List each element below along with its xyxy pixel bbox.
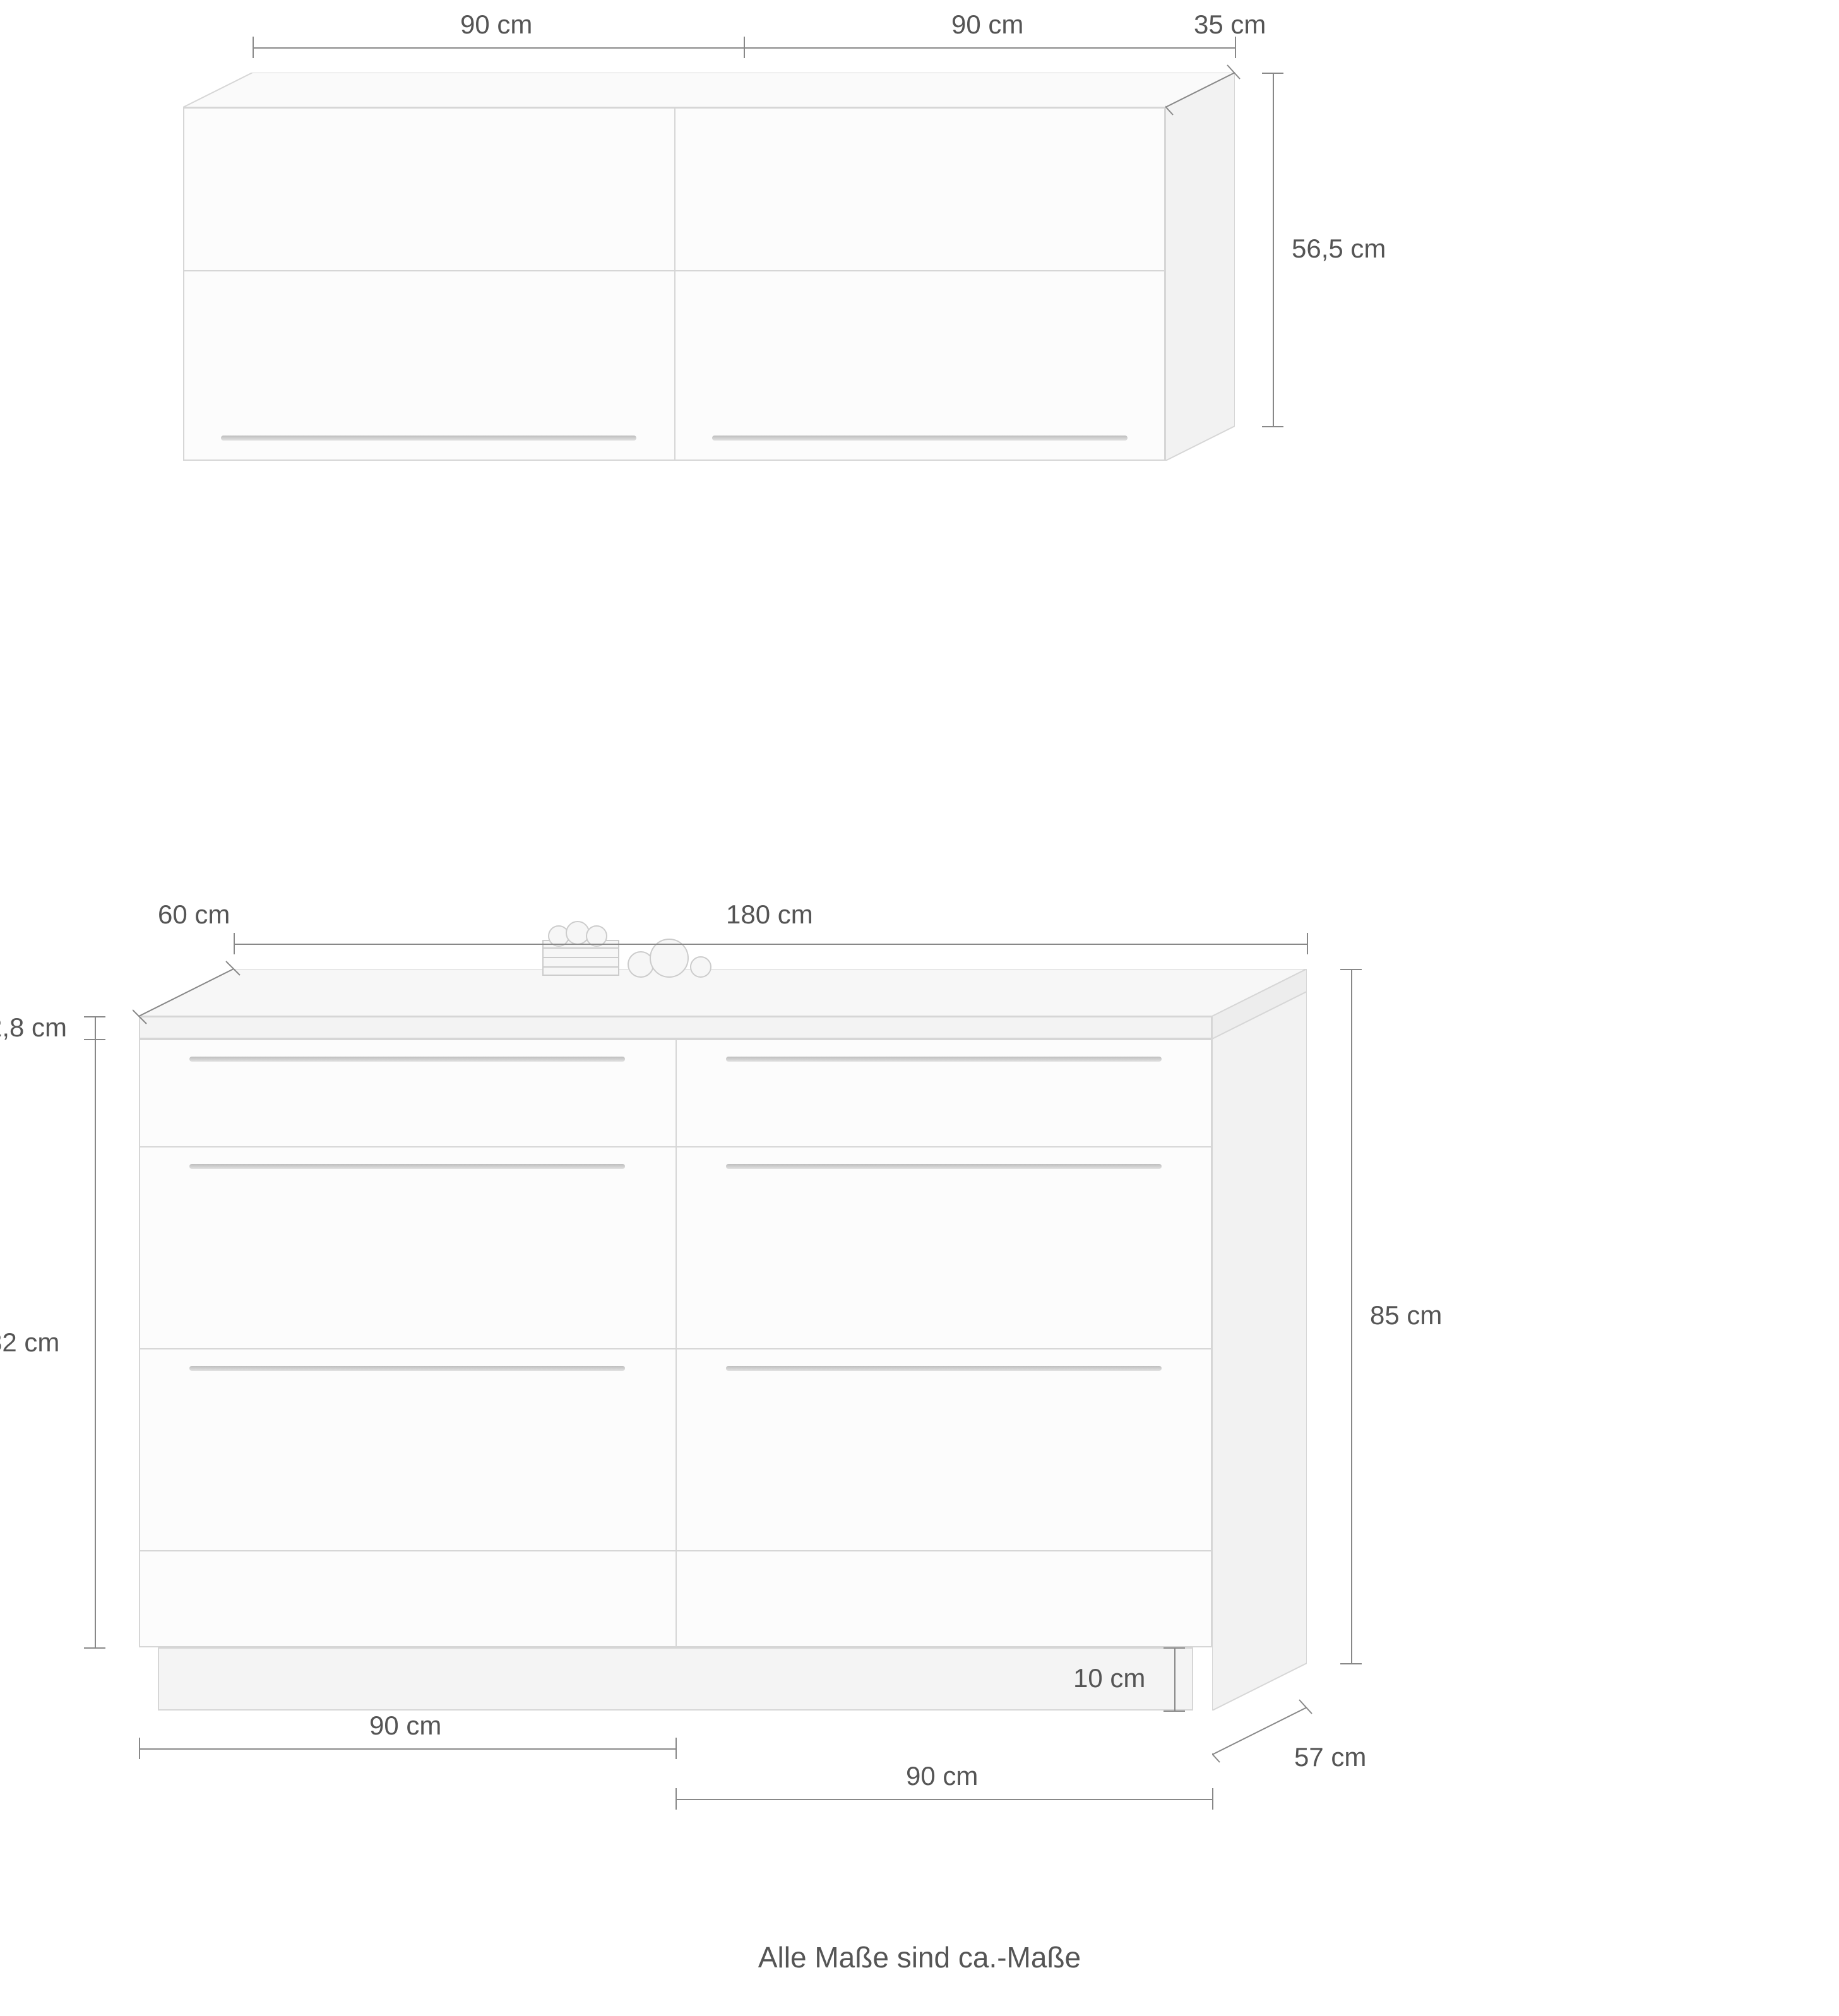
lower-82-label: 82 cm	[0, 1327, 59, 1358]
lower-handle-L1	[189, 1164, 625, 1169]
lower-ct-tick-t	[84, 1016, 105, 1017]
lower-depth-bottom-label: 57 cm	[1294, 1742, 1366, 1772]
lower-85-tick-t	[1340, 969, 1362, 970]
upper-handle-left	[221, 436, 636, 441]
lower-counter-front	[139, 1016, 1212, 1039]
lower-85-tick-b	[1340, 1663, 1362, 1664]
counter-decor	[537, 896, 726, 985]
lower-handle-R0	[726, 1057, 1162, 1062]
upper-height-line	[1273, 73, 1274, 426]
lower-82-tick-b	[84, 1647, 105, 1649]
lower-plinth-label: 10 cm	[1073, 1663, 1145, 1693]
diagram-stage: 90 cm 90 cm 35 cm 56,5 cm 60 cm 180 cm 2,8 cm 8…	[0, 0, 1839, 2016]
lower-bot-line-l	[139, 1748, 675, 1750]
lower-plinth-tick-b	[1164, 1711, 1185, 1712]
lower-top-width-tick-l	[234, 933, 235, 954]
lower-top-width-line	[234, 944, 1307, 945]
lower-center-gap	[675, 1039, 677, 1647]
upper-side-face	[1165, 73, 1235, 461]
upper-handle-right	[712, 436, 1128, 441]
lower-85-label: 85 cm	[1370, 1300, 1442, 1331]
lower-ct-line	[95, 1016, 96, 1039]
lower-bot-label-l: 90 cm	[369, 1711, 441, 1741]
upper-height-label: 56,5 cm	[1292, 234, 1386, 264]
lower-drawer-sep-0	[139, 1146, 1212, 1147]
lower-bot-tick-2	[675, 1738, 677, 1759]
lower-85-line	[1351, 969, 1352, 1663]
upper-depth-label: 35 cm	[1194, 9, 1266, 40]
upper-center-gap	[674, 107, 675, 461]
lower-top-width-tick-r	[1307, 933, 1308, 954]
lower-bot-label-r: 90 cm	[906, 1761, 978, 1791]
upper-depth-dim	[1165, 47, 1273, 120]
lower-82-line	[95, 1039, 96, 1647]
lower-bot-line-r	[675, 1799, 1212, 1800]
upper-dim-label-right: 90 cm	[951, 9, 1023, 40]
lower-plinth	[158, 1647, 1193, 1711]
lower-ct-label: 2,8 cm	[0, 1012, 67, 1043]
lower-handle-L0	[189, 1057, 625, 1062]
upper-height-tick-bot	[1262, 426, 1283, 427]
lower-handle-L2	[189, 1366, 625, 1371]
lower-bot-tick-1	[139, 1738, 140, 1759]
lower-plinth-line	[1174, 1647, 1175, 1711]
upper-door-split	[183, 270, 1165, 271]
lower-top-depth-label: 60 cm	[158, 899, 230, 930]
upper-dim-line-left	[253, 47, 744, 49]
lower-handle-R1	[726, 1164, 1162, 1169]
caption-text: Alle Maße sind ca.-Maße	[0, 1940, 1839, 1974]
lower-drawer-sep-1	[139, 1348, 1212, 1349]
lower-drawer-sep-2	[139, 1550, 1212, 1551]
lower-top-width-label: 180 cm	[726, 899, 813, 930]
upper-dim-line-right	[744, 47, 1235, 49]
upper-top-face	[183, 73, 1235, 107]
lower-handle-R2	[726, 1366, 1162, 1371]
upper-height-tick-top	[1262, 73, 1283, 74]
lower-plinth-tick-t	[1164, 1647, 1185, 1649]
lower-body-side	[1212, 992, 1307, 1711]
lower-bot-tick-2b	[675, 1788, 677, 1810]
upper-dim-label-left: 90 cm	[460, 9, 532, 40]
